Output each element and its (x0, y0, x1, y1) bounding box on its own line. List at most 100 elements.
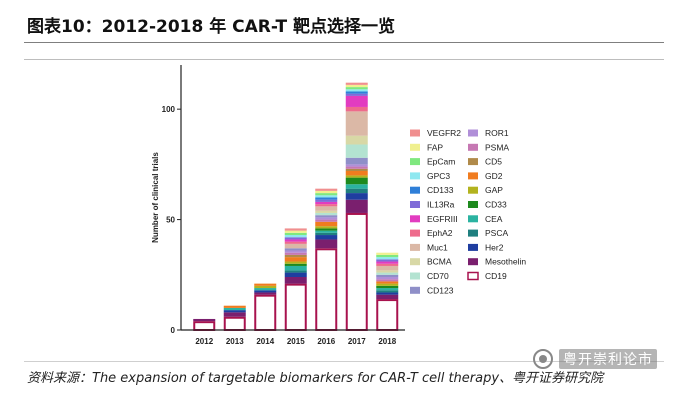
bar-segment-epha2-2018 (376, 263, 399, 266)
bar-segment-gpc3-2016 (315, 195, 338, 198)
legend-label-cd123: CD123 (427, 285, 454, 295)
legend-swatch-gap (468, 186, 478, 194)
legend-label-her2: Her2 (485, 242, 504, 252)
title-divider (24, 42, 664, 43)
bar-segment-cd123-2018 (376, 274, 399, 277)
bar-segment-psca-2016 (315, 232, 338, 236)
legend-swatch-il13ra (410, 201, 420, 208)
bar-segment-psma-2015 (284, 252, 307, 255)
legend-label-gd2: GD2 (485, 171, 503, 181)
bar-segment-egfriii-2017 (345, 95, 368, 107)
x-tick-label-2012: 2012 (195, 337, 213, 346)
bar-segment-psma-2016 (315, 219, 338, 222)
bar-segment-epha2-2015 (284, 241, 307, 244)
bar-segment-egfriii-2016 (315, 201, 338, 205)
legend-swatch-cd133 (410, 186, 420, 194)
source-note: 资料来源：The expansion of targetable biomark… (27, 371, 604, 386)
y-axis-title: Number of clinical trials (151, 152, 160, 243)
bar-segment-mesothelin-2017 (345, 199, 368, 213)
bar-segment-gd2-2018 (376, 281, 399, 284)
bar-segment-cd5-2017 (345, 168, 368, 171)
bar-segment-ror1-2016 (315, 217, 338, 220)
bar-segment-cd123-2016 (315, 215, 338, 218)
wechat-official-account-icon (533, 349, 553, 369)
bar-stacks (193, 82, 399, 332)
bar-segment-gd2-2015 (284, 257, 307, 262)
bar-segment-epha2-2017 (345, 106, 368, 112)
watermark-text: 粤开崇利论市 (559, 349, 657, 369)
bar-segment-epha2-2016 (315, 204, 338, 207)
legend-label-gap: GAP (485, 185, 503, 195)
bar-segment-ror1-2018 (376, 277, 399, 280)
bar-segment-cea-2017 (345, 184, 368, 189)
bar-segment-fap-2016 (315, 190, 338, 194)
bar-segment-bcma-2016 (315, 210, 338, 213)
chart-top-divider (24, 59, 664, 60)
bar-segment-cea-2016 (315, 230, 338, 233)
bar-segment-epcam-2016 (315, 193, 338, 196)
bar-segment-epcam-2015 (284, 232, 307, 236)
legend-label-vegfr2: VEGFR2 (427, 128, 461, 138)
bar-segment-her2-2015 (284, 272, 307, 277)
bar-segment-vegfr2-2016 (315, 188, 338, 191)
legend-swatch-gpc3 (410, 172, 420, 180)
bar-segment-cd33-2015 (284, 263, 307, 266)
bar-segment-cd70-2017 (345, 144, 368, 158)
legend-label-cd133: CD133 (427, 185, 454, 195)
chart-axes: 2012 2013 2014 2015 2016 2017 2018 0 50 100 Number… (151, 65, 405, 346)
bar-segment-cd5-2015 (284, 254, 307, 258)
legend-swatch-cd5 (468, 158, 478, 166)
bar-segment-psca-2015 (284, 270, 307, 273)
legend-label-cd19: CD19 (485, 271, 507, 281)
x-tick-label-2015: 2015 (287, 337, 305, 346)
legend-label-gpc3: GPC3 (427, 171, 450, 181)
legend-label-cd70: CD70 (427, 271, 449, 281)
legend-label-ror1: ROR1 (485, 128, 509, 138)
legend-label-cd33: CD33 (485, 200, 507, 210)
bar-segment-il13ra-2017 (345, 93, 368, 96)
legend-swatch-epcam (410, 158, 420, 166)
bar-segment-gd2-2017 (345, 171, 368, 176)
bar-segment-cd123-2017 (345, 157, 368, 165)
bar-segment-bcma-2017 (345, 135, 368, 145)
legend-swatch-cd19 (467, 271, 479, 281)
bar-segment-mesothelin-2013 (223, 312, 246, 317)
bar-segment-cea-2018 (376, 288, 399, 291)
source-divider (24, 361, 664, 362)
bar-segment-gap-2016 (315, 226, 338, 229)
legend-label-mesothelin: Mesothelin (485, 257, 526, 267)
legend-swatch-epha2 (410, 229, 420, 237)
bar-segment-mesothelin-2014 (254, 292, 277, 295)
bar-segment-her2-2014 (254, 290, 277, 293)
bar-segment-il13ra-2016 (315, 199, 338, 202)
legend-swatch-muc1 (410, 243, 420, 251)
bar-segment-her2-2016 (315, 235, 338, 240)
legend-swatch-cd70 (410, 272, 420, 280)
legend-label-epha2: EphA2 (427, 228, 453, 238)
x-tick-label-2014: 2014 (256, 337, 274, 346)
legend-swatch-bcma (410, 258, 420, 266)
legend-label-psma: PSMA (485, 142, 509, 152)
chart-legend: VEGFR2 FAP EpCam GPC3 CD133 IL13Ra EGFRIII EphA… (410, 128, 526, 295)
bar-segment-epcam-2018 (376, 254, 399, 258)
bar-segment-mesothelin-2015 (284, 277, 307, 284)
bar-segment-gap-2015 (284, 261, 307, 264)
bar-segment-psma-2018 (376, 279, 399, 282)
bar-segment-gd2-2016 (315, 221, 338, 227)
bar-segment-vegfr2-2015 (284, 228, 307, 231)
x-tick-label-2013: 2013 (226, 337, 244, 346)
legend-swatch-gd2 (468, 172, 478, 180)
bar-segment-her2-2018 (376, 292, 399, 295)
bar-segment-gap-2017 (345, 175, 368, 178)
legend-swatch-cea (468, 215, 478, 223)
bar-segment-muc1-2015 (284, 243, 307, 249)
x-tick-label-2018: 2018 (378, 337, 396, 346)
bar-segment-fap-2017 (345, 84, 368, 88)
bar-segment-muc1-2017 (345, 111, 368, 136)
legend-label-muc1: Muc1 (427, 242, 448, 252)
bar-segment-psca-2018 (376, 290, 399, 293)
legend-swatch-psma (468, 143, 478, 151)
bar-segment-egfriii-2018 (376, 261, 399, 264)
bar-segment-gpc3-2018 (376, 257, 399, 260)
